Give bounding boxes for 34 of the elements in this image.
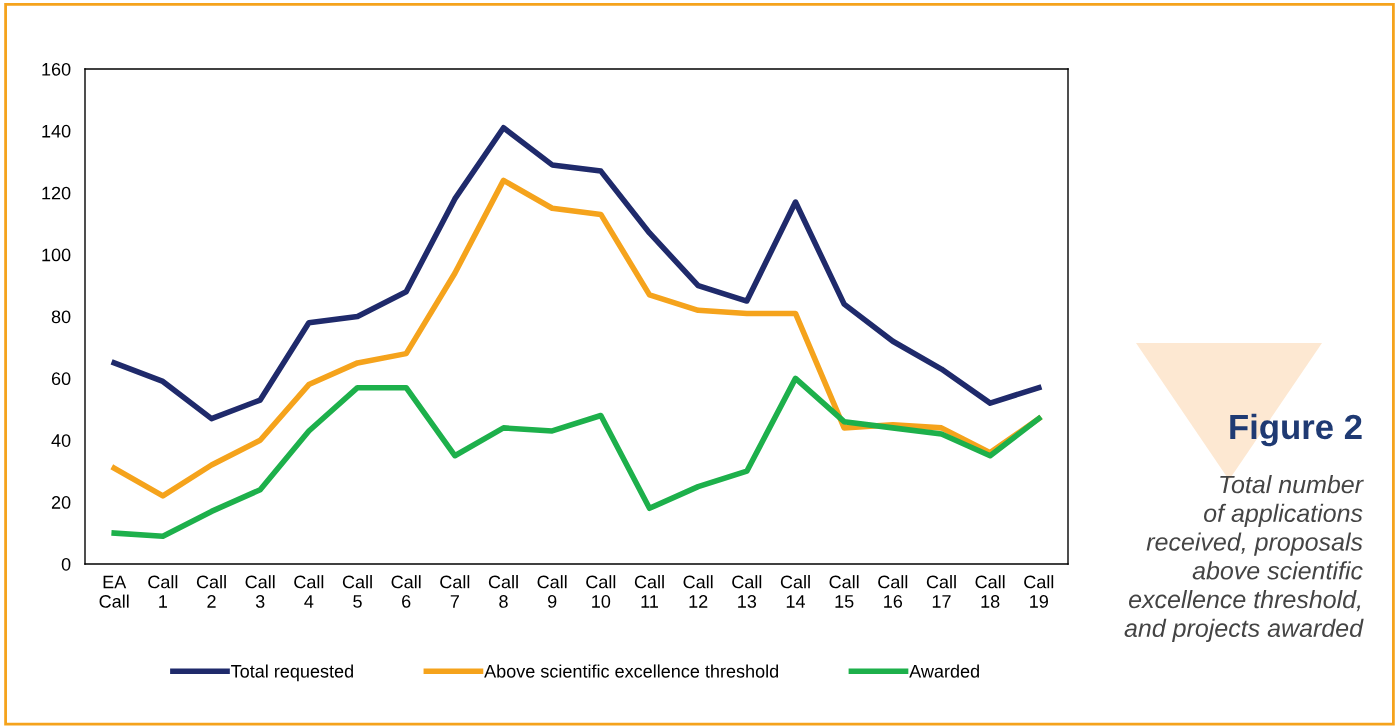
x-tick-label: Call 14 xyxy=(780,575,810,608)
x-tick-label: Call 4 xyxy=(294,575,324,608)
x-tick-label: Call 9 xyxy=(537,575,567,608)
y-tick-label: 0 xyxy=(61,557,71,571)
x-tick-label: Call 17 xyxy=(926,575,956,608)
y-tick-label: 120 xyxy=(42,186,71,200)
x-tick-label: Call 7 xyxy=(440,575,470,608)
legend-label: Awarded xyxy=(909,664,979,678)
x-tick-label: Call 6 xyxy=(391,575,421,608)
y-tick-label: 140 xyxy=(42,124,71,138)
x-tick-label: Call 16 xyxy=(878,575,908,608)
x-tick-label: Call 19 xyxy=(1024,575,1054,608)
x-tick-label: Call 11 xyxy=(634,575,664,608)
text: Total number of applications received, proposals above scientific excellence threshold, and projects awarded xyxy=(1124,475,1364,642)
legend-label: Above scientific excellence threshold xyxy=(484,664,779,678)
x-tick-label: Call 1 xyxy=(148,575,178,608)
x-tick-label: Call 15 xyxy=(829,575,859,608)
x-tick-label: Call 13 xyxy=(732,575,762,608)
x-tick-label: Call 5 xyxy=(342,575,372,608)
x-tick-label: Call 12 xyxy=(683,575,713,608)
y-tick-label: 60 xyxy=(51,372,71,386)
x-tick-label: Call 3 xyxy=(245,575,275,608)
x-tick-label: EA Call xyxy=(99,575,129,608)
x-tick-label: Call 10 xyxy=(586,575,616,608)
y-tick-label: 100 xyxy=(42,248,71,262)
x-tick-label: Call 8 xyxy=(488,575,518,608)
y-tick-label: 160 xyxy=(42,62,71,76)
x-tick-label: Call 2 xyxy=(196,575,226,608)
y-tick-label: 20 xyxy=(51,496,71,509)
y-tick-label: 40 xyxy=(51,434,71,447)
x-tick-label: Call 18 xyxy=(975,575,1005,608)
legend-label: Total requested xyxy=(231,664,353,682)
y-tick-label: 80 xyxy=(51,310,71,324)
text: Figure 2 xyxy=(1230,413,1362,447)
